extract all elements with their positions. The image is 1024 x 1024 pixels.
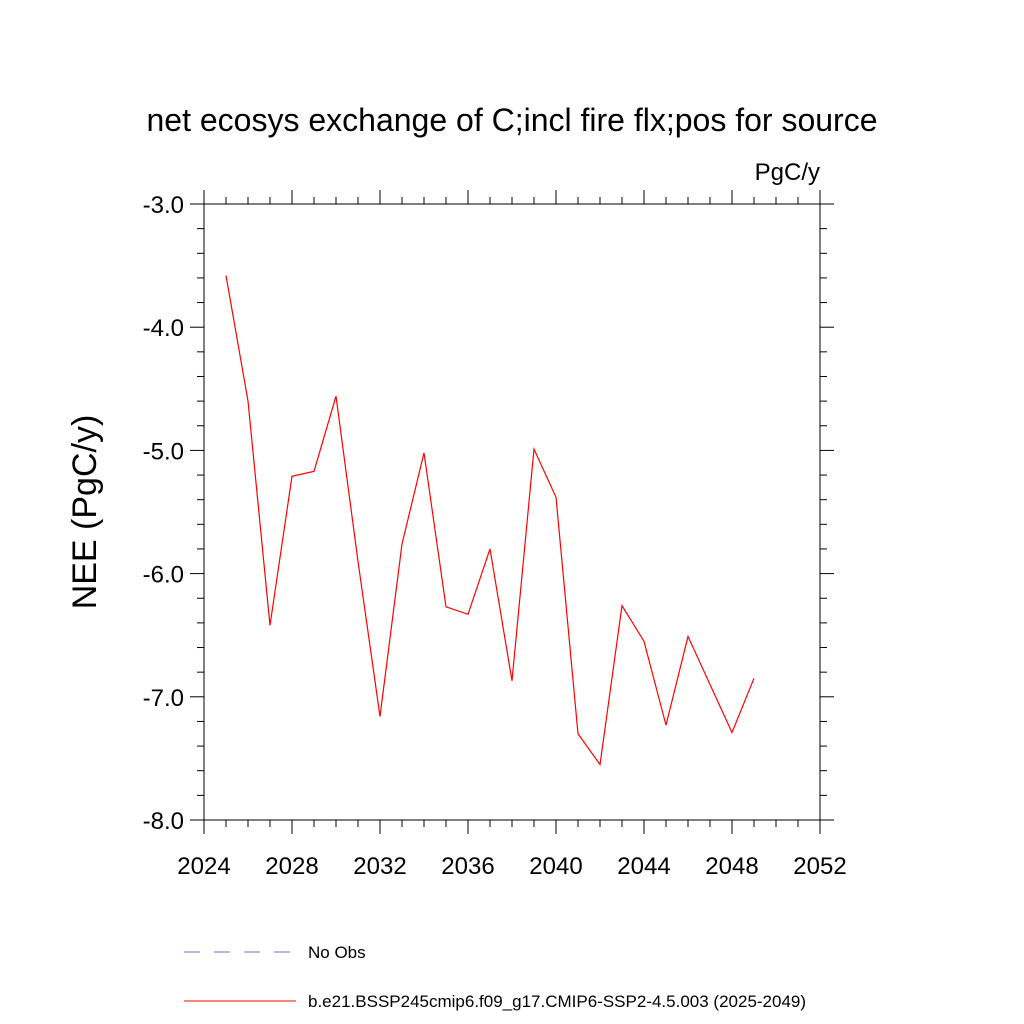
x-tick-label: 2036 xyxy=(441,853,494,880)
units-label: PgC/y xyxy=(755,159,820,186)
y-axis-label: NEE (PgC/y) xyxy=(66,415,104,610)
x-tick-label: 2040 xyxy=(529,853,582,880)
axis-ticks: 2024 2028 2032 2036 2040 2044 2048 2052 -3.0 -4.0… xyxy=(143,190,847,880)
x-tick-label: 2028 xyxy=(265,853,318,880)
x-tick-label: 2052 xyxy=(793,853,846,880)
x-tick-label: 2048 xyxy=(705,853,758,880)
y-tick-label: -4.0 xyxy=(143,315,184,342)
y-tick-label: -6.0 xyxy=(143,562,184,589)
data-series xyxy=(225,275,755,767)
x-tick-label: 2032 xyxy=(353,853,406,880)
legend: No Obs b.e21.BSSP245cmip6.f09_g17.CMIP6-S… xyxy=(184,943,806,1011)
series-line xyxy=(225,275,755,767)
x-tick-label: 2044 xyxy=(617,853,670,880)
y-tick-label: -3.0 xyxy=(143,192,184,219)
x-tick-label: 2024 xyxy=(177,853,230,880)
plot-frame xyxy=(203,203,821,821)
chart-title: net ecosys exchange of C;incl fire flx;p… xyxy=(146,102,877,138)
legend-label: No Obs xyxy=(308,943,366,962)
y-tick-label: -7.0 xyxy=(143,685,184,712)
legend-label: b.e21.BSSP245cmip6.f09_g17.CMIP6-SSP2-4.… xyxy=(308,992,806,1011)
y-tick-label: -5.0 xyxy=(143,438,184,465)
y-tick-label: -8.0 xyxy=(143,808,184,835)
